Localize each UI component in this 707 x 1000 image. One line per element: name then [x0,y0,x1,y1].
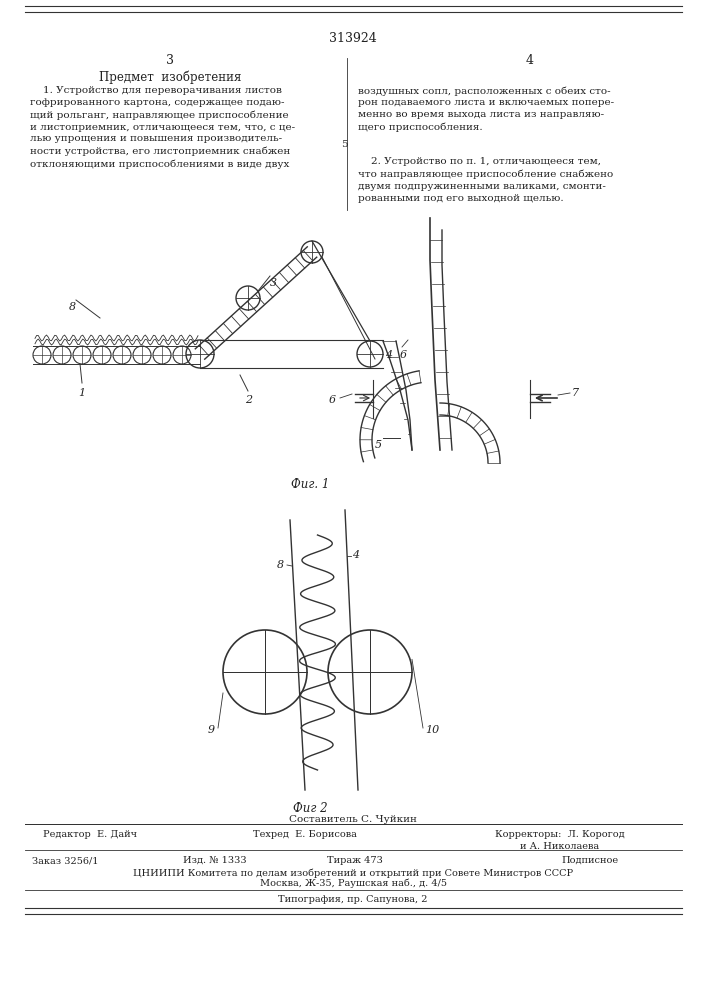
Text: Заказ 3256/1: Заказ 3256/1 [32,856,98,865]
Text: воздушных сопл, расположенных с обеих сто-
рон подаваемого листа и включаемых по: воздушных сопл, расположенных с обеих ст… [358,86,614,132]
Text: 10: 10 [425,725,439,735]
Text: Техред  Е. Борисова: Техред Е. Борисова [253,830,357,839]
Text: 9: 9 [208,725,215,735]
Text: 6: 6 [329,395,336,405]
Text: ЦНИИПИ Комитета по делам изобретений и открытий при Совете Министров СССР: ЦНИИПИ Комитета по делам изобретений и о… [133,868,573,878]
Text: 4: 4 [385,350,392,360]
Text: Подписное: Подписное [561,856,619,865]
Text: 6: 6 [400,350,407,360]
Text: 4: 4 [352,550,359,560]
Text: 2. Устройство по п. 1, отличающееся тем,
что направляющее приспособление снабжен: 2. Устройство по п. 1, отличающееся тем,… [358,157,613,203]
Text: Корректоры:  Л. Корогод
и А. Николаева: Корректоры: Л. Корогод и А. Николаева [495,830,625,851]
Text: 1. Устройство для переворачивания листов
гофрированного картона, содержащее пода: 1. Устройство для переворачивания листов… [30,86,295,169]
Text: 5: 5 [341,140,347,149]
Text: 8: 8 [69,302,76,312]
Text: 5: 5 [375,440,382,450]
Text: Типография, пр. Сапунова, 2: Типография, пр. Сапунова, 2 [279,895,428,904]
Text: 313924: 313924 [329,32,377,45]
Text: Фиг. 1: Фиг. 1 [291,478,329,491]
Text: 2: 2 [245,395,252,405]
Text: 3: 3 [166,54,174,67]
Text: Предмет  изобретения: Предмет изобретения [99,70,241,84]
Text: Тираж 473: Тираж 473 [327,856,383,865]
Text: Фиг 2: Фиг 2 [293,802,327,815]
Text: Редактор  Е. Дайч: Редактор Е. Дайч [43,830,137,839]
Text: Составитель С. Чуйкин: Составитель С. Чуйкин [289,815,417,824]
Text: 1: 1 [78,388,86,398]
Text: 8: 8 [277,560,284,570]
Text: 7: 7 [572,388,579,398]
Text: 3: 3 [270,278,277,288]
Text: Изд. № 1333: Изд. № 1333 [183,856,247,865]
Text: Москва, Ж-35, Раушская наб., д. 4/5: Москва, Ж-35, Раушская наб., д. 4/5 [259,879,447,888]
Text: 4: 4 [526,54,534,67]
